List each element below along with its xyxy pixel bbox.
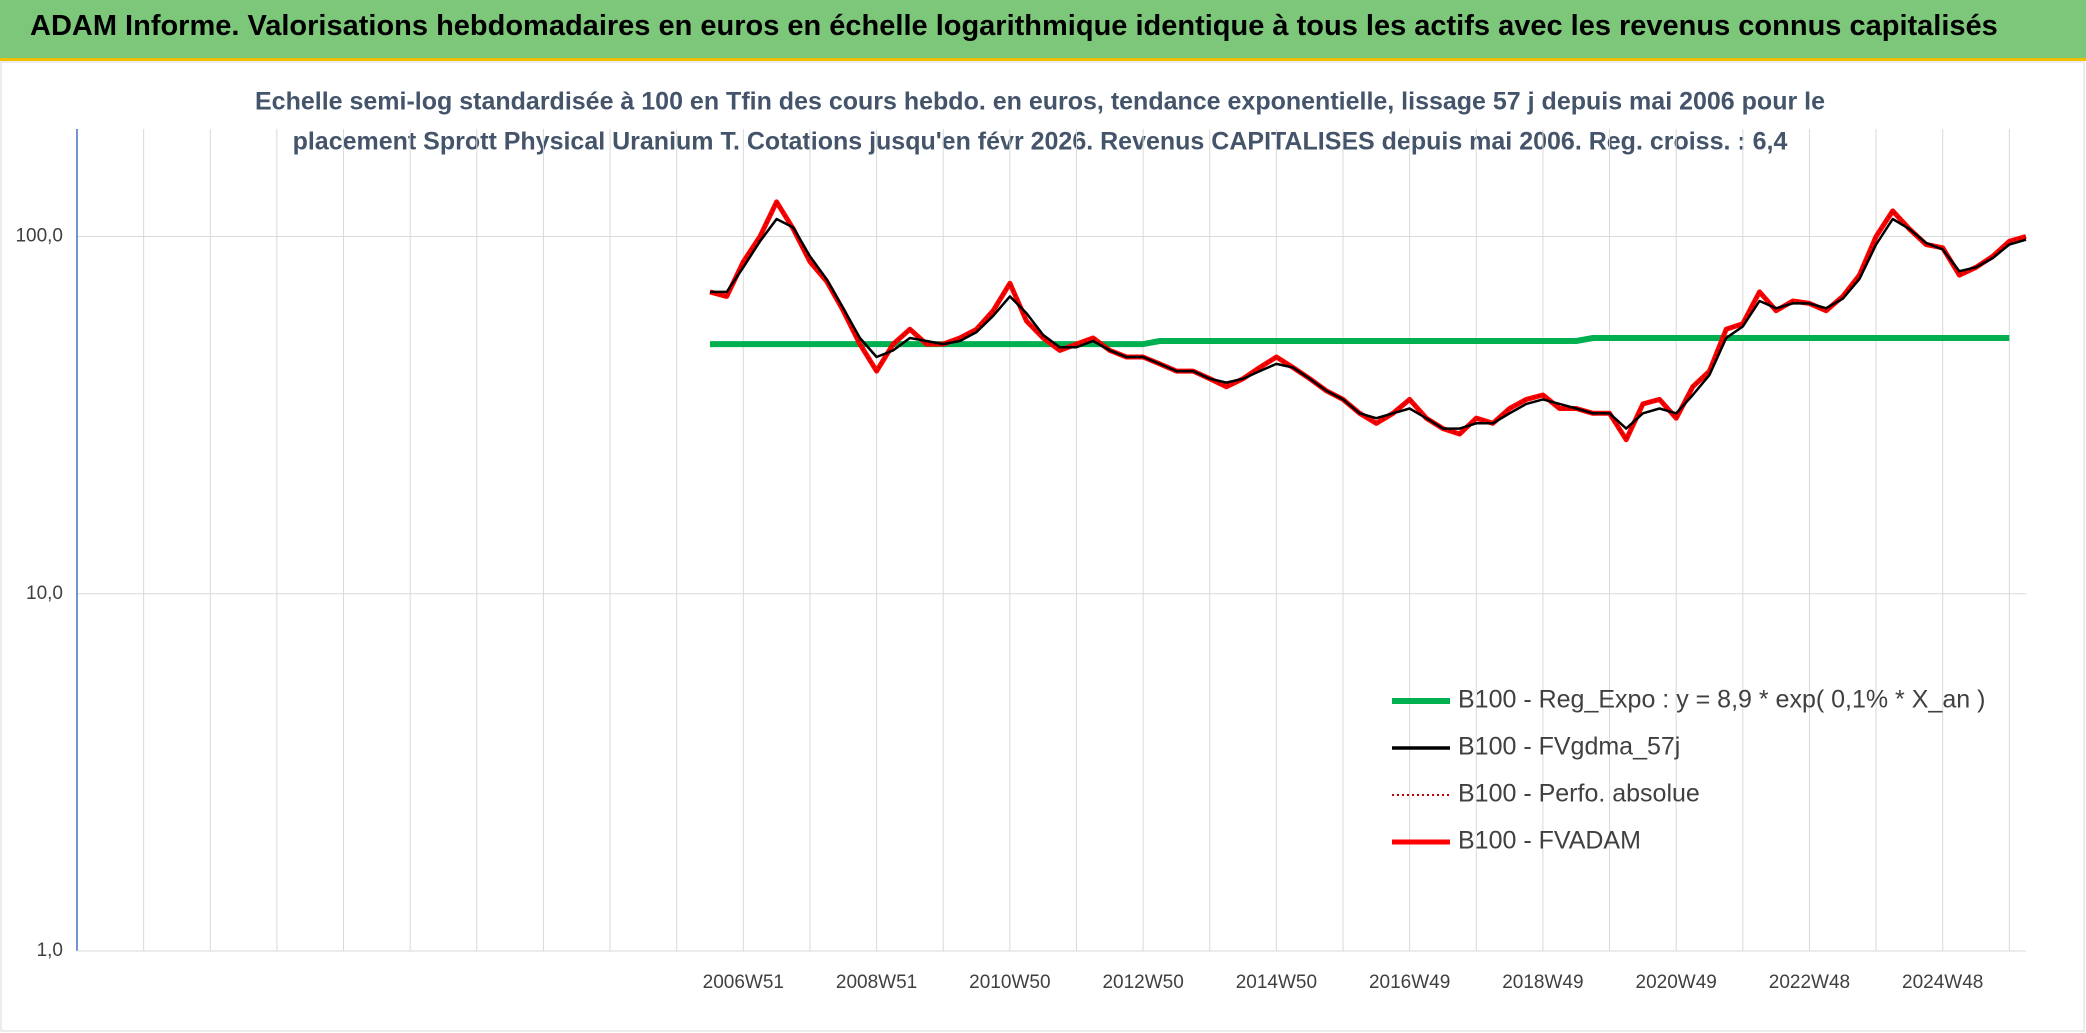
x-tick-label: 2010W50 [969, 972, 1050, 993]
legend-label: B100 - Perfo. absolue [1458, 780, 1700, 808]
y-tick-label: 1,0 [37, 940, 63, 961]
y-tick-label: 100,0 [15, 226, 63, 247]
chart-frame [0, 61, 2085, 1032]
chart-title: placement Sprott Physical Uranium T. Cot… [293, 128, 1788, 156]
chart: Echelle semi-log standardisée à 100 en T… [0, 61, 2085, 1032]
header-title: ADAM Informe. Valorisations hebdomadaire… [30, 10, 1998, 42]
series-line [710, 217, 2027, 430]
legend-label: B100 - FVADAM [1458, 827, 1641, 855]
chart-title: Echelle semi-log standardisée à 100 en T… [255, 88, 1825, 116]
x-tick-label: 2024W48 [1902, 972, 1983, 993]
x-tick-label: 2012W50 [1102, 972, 1183, 993]
header-banner: ADAM Informe. Valorisations hebdomadaire… [0, 0, 2086, 61]
x-tick-label: 2008W51 [836, 972, 917, 993]
x-tick-label: 2022W48 [1769, 972, 1850, 993]
legend-label: B100 - Reg_Expo : y = 8,9 * exp( 0,1% * … [1458, 686, 1985, 714]
x-tick-label: 2006W51 [703, 972, 784, 993]
x-tick-label: 2016W49 [1369, 972, 1450, 993]
x-tick-label: 2014W50 [1236, 972, 1317, 993]
y-tick-label: 10,0 [26, 583, 63, 604]
x-tick-label: 2020W49 [1636, 972, 1717, 993]
legend-label: B100 - FVgdma_57j [1458, 733, 1680, 761]
x-tick-label: 2018W49 [1502, 972, 1583, 993]
